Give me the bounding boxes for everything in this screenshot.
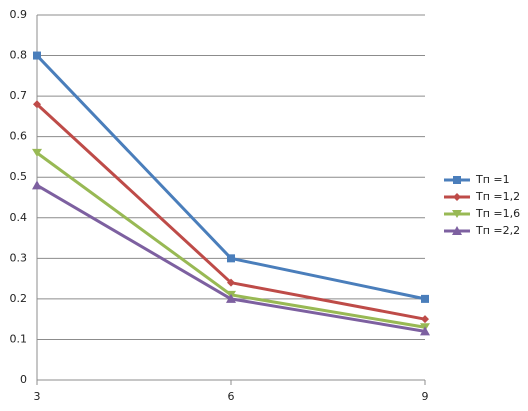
y-tick-label: 0.1 <box>10 332 28 345</box>
legend-label: Тп =2,2 <box>475 224 520 237</box>
x-tick-label: 9 <box>422 390 429 403</box>
x-tick-label: 6 <box>228 390 235 403</box>
legend-label: Тп =1,6 <box>475 207 520 220</box>
y-tick-label: 0.9 <box>10 8 28 21</box>
marker <box>32 148 42 157</box>
y-tick-label: 0 <box>20 373 27 386</box>
y-tick-label: 0.7 <box>10 89 28 102</box>
y-tick-label: 0.6 <box>10 130 28 143</box>
marker <box>32 180 42 190</box>
y-tick-label: 0.4 <box>10 211 28 224</box>
marker <box>453 176 461 184</box>
y-tick-label: 0.8 <box>10 49 28 62</box>
legend-label: Тп =1 <box>475 173 510 186</box>
marker <box>421 315 429 324</box>
marker <box>227 278 235 287</box>
y-tick-label: 0.2 <box>10 292 28 305</box>
marker <box>33 100 41 109</box>
legend-label: Тп =1,2 <box>475 190 520 203</box>
y-tick-label: 0.5 <box>10 170 28 183</box>
marker <box>420 326 430 336</box>
marker <box>452 226 462 235</box>
marker <box>421 294 429 303</box>
marker <box>33 51 41 60</box>
marker <box>453 193 461 201</box>
marker <box>452 210 462 218</box>
marker <box>227 254 235 263</box>
marker <box>226 293 236 303</box>
x-tick-label: 3 <box>34 390 41 403</box>
y-tick-label: 0.3 <box>10 251 28 264</box>
